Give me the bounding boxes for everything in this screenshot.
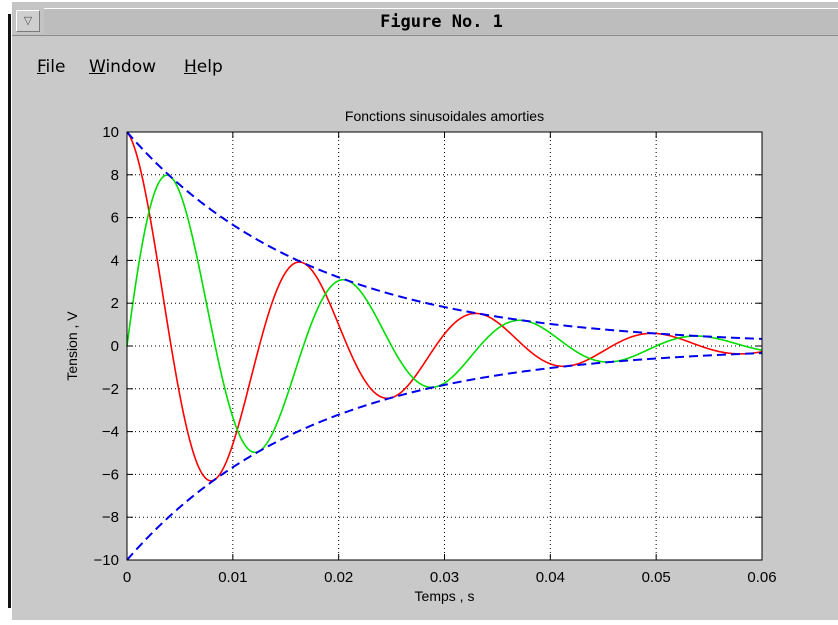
y-tick-label: 6 [111,210,119,227]
menu-file-mnemonic: F [37,57,46,77]
menu-file[interactable]: File [37,57,65,77]
menu-window[interactable]: Window [89,57,156,77]
y-tick-label: −4 [102,424,119,441]
title-bar[interactable]: ▽ Figure No. 1 [12,2,838,36]
title-strip[interactable]: Figure No. 1 [44,8,838,34]
y-tick-label: −8 [102,509,119,526]
desktop-edge [0,0,8,625]
chart-title: Fonctions sinusoidales amorties [345,108,544,124]
x-tick-label: 0.02 [324,569,353,586]
x-tick-label: 0 [123,569,131,586]
y-tick-label: 4 [111,252,119,269]
y-axis-label: Tension , V [64,311,80,381]
envelope-upper [126,131,763,340]
window-title: Figure No. 1 [380,12,503,32]
x-tick-label: 0.04 [536,569,565,586]
triangle-down-icon: ▽ [23,14,33,27]
menu-help-mnemonic: H [184,57,197,77]
x-tick-label: 0.06 [747,569,776,586]
menu-file-label: ile [45,57,66,77]
menu-help[interactable]: Help [184,57,223,77]
y-tick-label: −2 [102,381,119,398]
y-tick-label: 10 [102,124,119,141]
window-shadow [8,14,11,608]
y-tick-label: −6 [102,466,119,483]
x-axis-label: Temps , s [415,588,475,604]
figure-canvas: 0 0.01 0.02 0.03 0.04 0.05 0.06 −10 −8 −6 −4 −2 0 2 4 6… [64,108,777,604]
menu-bar: File Window Help [12,37,838,91]
figure-window: ▽ Figure No. 1 File Window Help 0 0.01 0.0… [11,2,838,620]
x-tick-label: 0.01 [218,569,247,586]
y-tick-label: 0 [111,338,119,355]
menu-help-label: elp [196,57,223,77]
window-menu-button[interactable]: ▽ [16,10,40,32]
envelope-lower [126,352,763,561]
y-tick-label: 2 [111,295,119,312]
x-tick-label: 0.03 [430,569,459,586]
x-tick-label: 0.05 [642,569,671,586]
series-line-cos [126,131,763,482]
menu-window-label: indow [105,57,157,77]
y-tick-label: 8 [111,167,119,184]
y-tick-label: −10 [94,552,119,569]
series-line-sin [126,174,763,454]
menu-window-mnemonic: W [89,57,106,77]
